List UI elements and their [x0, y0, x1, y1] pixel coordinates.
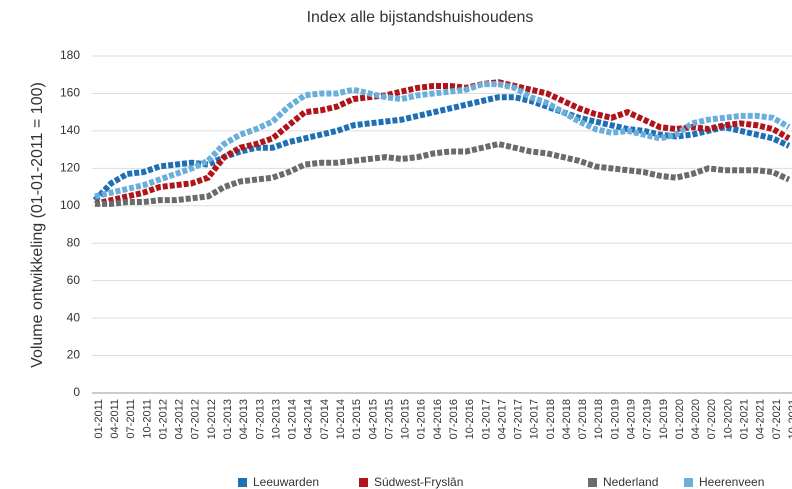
x-tick-label: 10-2012	[206, 399, 218, 439]
y-tick-label: 120	[60, 161, 80, 175]
x-tick-label: 07-2014	[319, 399, 331, 439]
x-tick-label: 04-2014	[303, 399, 315, 439]
legend-swatch	[238, 478, 247, 487]
x-tick-label: 10-2020	[722, 399, 734, 439]
x-tick-label: 01-2016	[416, 399, 428, 439]
x-tick-label: 04-2016	[432, 399, 444, 439]
x-tick-label: 10-2011	[141, 399, 153, 439]
x-tick-label: 01-2014	[287, 399, 299, 439]
x-tick-label: 04-2013	[238, 399, 250, 439]
x-tick-label: 04-2021	[755, 399, 767, 439]
x-tick-label: 04-2020	[690, 399, 702, 439]
x-tick-label: 01-2020	[674, 399, 686, 439]
x-tick-label: 07-2021	[771, 399, 783, 439]
x-tick-label: 04-2012	[174, 399, 186, 439]
x-tick-label: 01-2018	[545, 399, 557, 439]
x-tick-label: 07-2020	[706, 399, 718, 439]
series-line	[94, 79, 791, 207]
x-tick-label: 07-2018	[577, 399, 589, 439]
y-tick-label: 20	[67, 348, 81, 362]
legend-label: Heerenveen	[699, 475, 764, 489]
legend-swatch	[588, 478, 597, 487]
x-tick-label: 07-2012	[190, 399, 202, 439]
y-tick-label: 0	[73, 385, 80, 399]
x-tick-label: 01-2012	[157, 399, 169, 439]
legend-swatch	[684, 478, 693, 487]
y-tick-label: 40	[67, 310, 81, 324]
y-tick-label: 60	[67, 273, 81, 287]
y-tick-label: 80	[67, 235, 81, 249]
x-tick-label: 10-2018	[593, 399, 605, 439]
x-tick-label: 10-2015	[400, 399, 412, 439]
x-tick-label: 07-2011	[125, 399, 137, 439]
x-tick-label: 01-2011	[93, 399, 105, 439]
x-tick-label: 10-2021	[787, 399, 792, 439]
x-tick-label: 01-2013	[222, 399, 234, 439]
x-tick-label: 01-2019	[609, 399, 621, 439]
x-tick-label: 04-2015	[367, 399, 379, 439]
x-tick-label: 10-2016	[464, 399, 476, 439]
chart-title: Index alle bijstandshuishoudens	[307, 9, 534, 26]
x-tick-label: 04-2018	[561, 399, 573, 439]
x-tick-label: 10-2017	[529, 399, 541, 439]
x-tick-label: 01-2017	[480, 399, 492, 439]
x-tick-label: 07-2017	[513, 399, 525, 439]
series-line	[95, 140, 791, 207]
x-tick-label: 01-2015	[351, 399, 363, 439]
y-tick-label: 100	[60, 198, 80, 212]
x-tick-label: 07-2013	[254, 399, 266, 439]
x-tick-label: 07-2019	[642, 399, 654, 439]
x-tick-label: 04-2019	[626, 399, 638, 439]
x-tick-label: 10-2013	[270, 399, 282, 439]
legend-label: Nederland	[603, 475, 658, 489]
legend-label: Súdwest-Fryslân	[374, 475, 463, 489]
x-tick-label: 04-2011	[109, 399, 121, 439]
x-tick-label: 01-2021	[738, 399, 750, 439]
y-tick-label: 140	[60, 123, 80, 137]
series-line	[92, 94, 791, 203]
legend-label: Leeuwarden	[253, 475, 319, 489]
x-tick-label: 07-2015	[383, 399, 395, 439]
y-tick-label: 180	[60, 48, 80, 62]
legend-swatch	[359, 478, 368, 487]
x-tick-label: 10-2014	[335, 399, 347, 439]
series-line	[94, 81, 791, 200]
x-tick-label: 07-2016	[448, 399, 460, 439]
y-axis-label: Volume ontwikkeling (01-01-2011 = 100)	[29, 82, 46, 368]
x-tick-label: 10-2019	[658, 399, 670, 439]
y-tick-label: 160	[60, 86, 80, 100]
x-tick-label: 04-2017	[496, 399, 508, 439]
